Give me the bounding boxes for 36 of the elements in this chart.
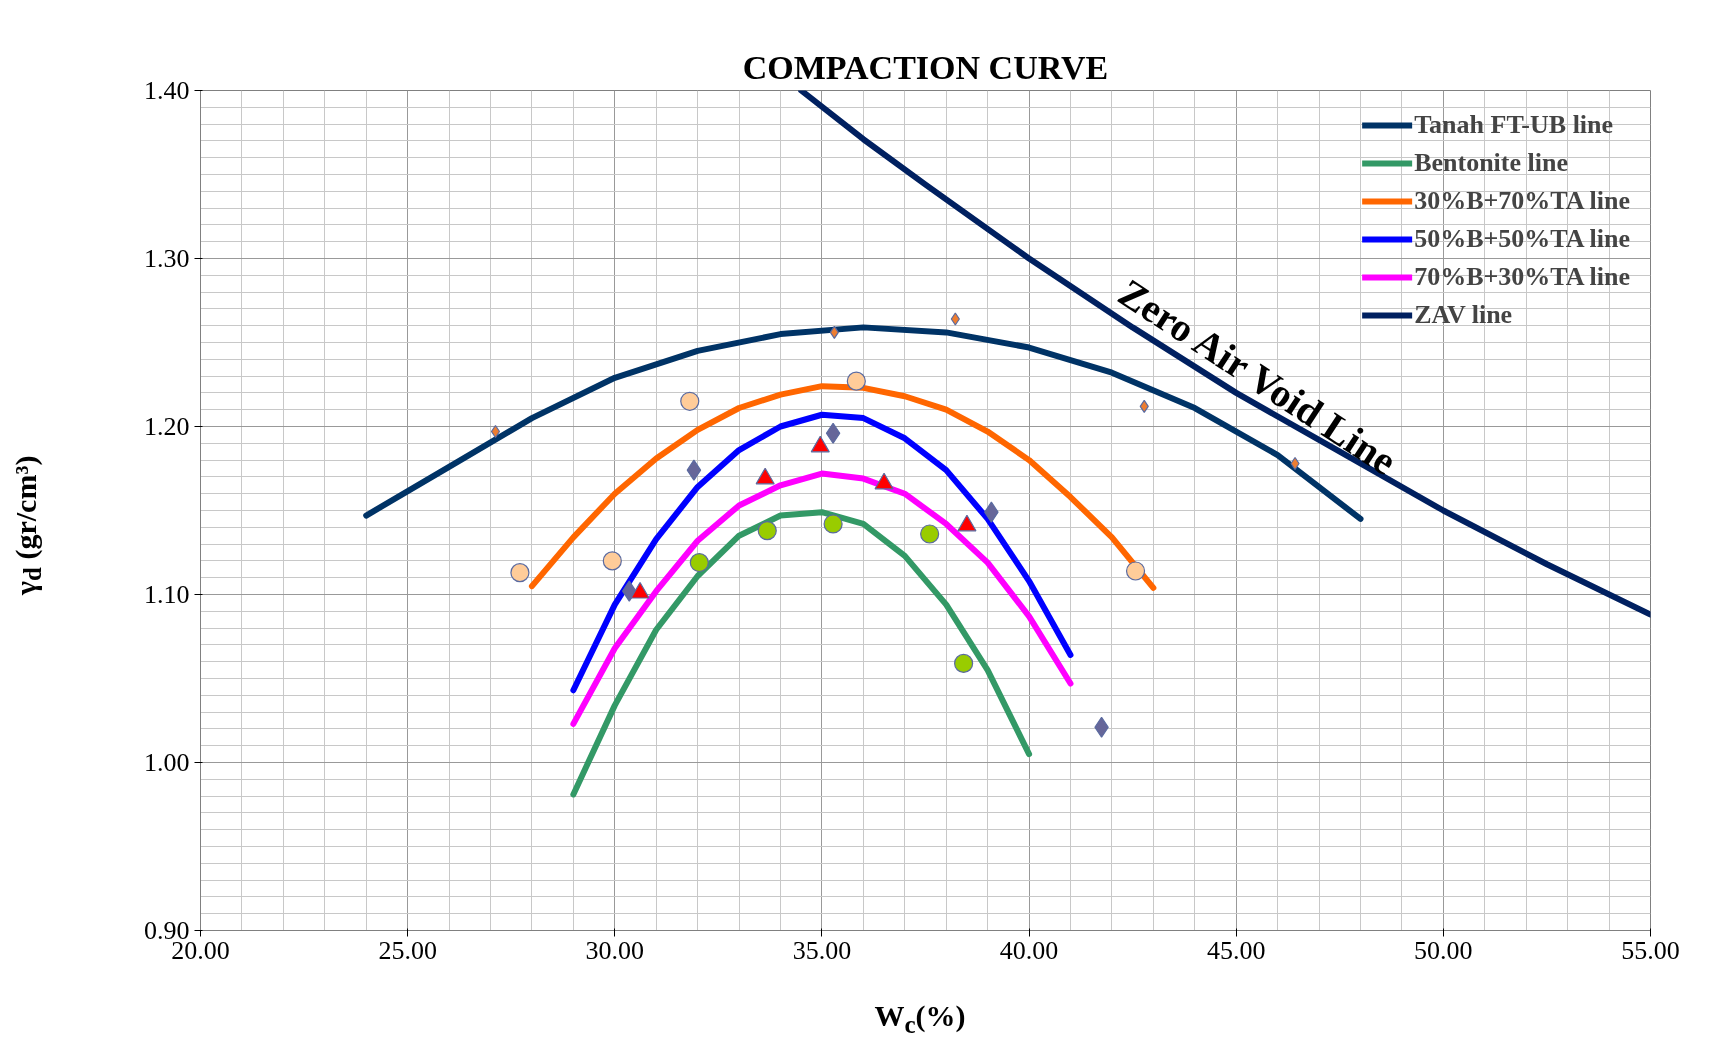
y-tick-label: 1.30 bbox=[144, 244, 190, 273]
y-tick-label: 1.10 bbox=[144, 580, 190, 609]
point bbox=[510, 563, 530, 583]
legend-label: ZAV line bbox=[1414, 300, 1513, 330]
point bbox=[950, 312, 960, 326]
x-tick-label: 50.00 bbox=[1414, 935, 1473, 965]
point bbox=[757, 521, 777, 541]
point bbox=[686, 459, 702, 481]
x-axis-title: W$_{c}$(%) bbox=[874, 998, 966, 1040]
legend-label: 30%B+70%TA line bbox=[1414, 186, 1630, 216]
point bbox=[490, 424, 501, 439]
y-tick-label: 1.20 bbox=[144, 412, 190, 441]
point bbox=[1125, 561, 1146, 581]
point bbox=[920, 524, 940, 544]
point bbox=[825, 422, 841, 444]
point bbox=[823, 514, 843, 534]
legend-label: Bentonite line bbox=[1414, 148, 1568, 178]
point bbox=[1139, 399, 1149, 413]
y-tick-label: 1.40 bbox=[144, 76, 190, 105]
point bbox=[680, 391, 700, 411]
legend-label: Tanah FT-UB line bbox=[1414, 110, 1614, 140]
x-tick-label: 45.00 bbox=[1206, 935, 1266, 965]
point bbox=[689, 553, 709, 573]
point bbox=[846, 371, 866, 391]
x-tick-label: 35.00 bbox=[792, 935, 852, 965]
x-tick-label: 25.00 bbox=[378, 935, 437, 965]
y-tick-label: 1.00 bbox=[144, 748, 190, 777]
point bbox=[954, 653, 974, 673]
legend-label: 50%B+50%TA line bbox=[1414, 224, 1630, 254]
annotation: Zero Air Void Line bbox=[1110, 269, 1405, 484]
x-tick-label: 55.00 bbox=[1621, 935, 1680, 965]
legend-label: 70%B+30%TA line bbox=[1414, 262, 1630, 292]
point bbox=[602, 551, 622, 571]
x-tick-label: 40.00 bbox=[999, 935, 1059, 965]
chart-title: COMPACTION CURVE bbox=[742, 48, 1109, 86]
x-tick-label: 30.00 bbox=[585, 935, 645, 965]
